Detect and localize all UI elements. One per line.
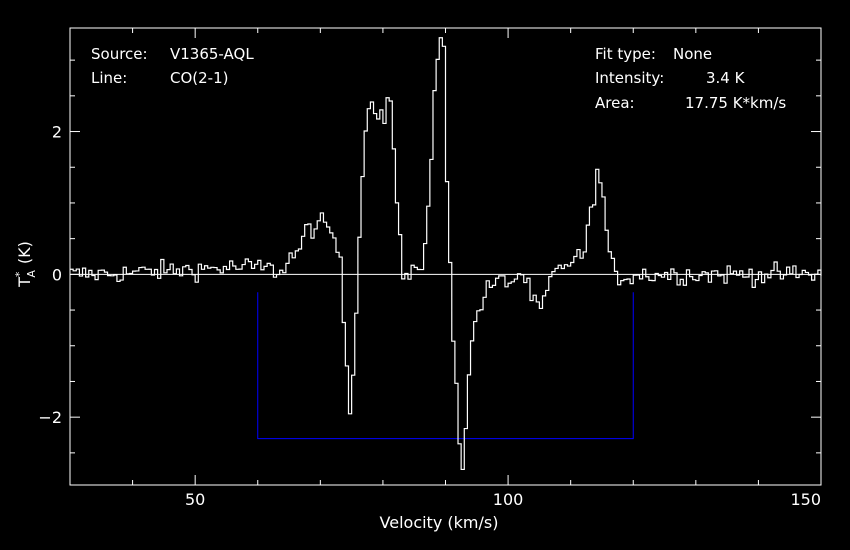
x-tick-label: 150 (790, 490, 821, 509)
info-panel-left: Source: V1365-AQL Line: CO(2-1) (91, 45, 254, 87)
intensity-label: Intensity: (595, 69, 664, 87)
area-label: Area: (595, 94, 635, 112)
baseline-window-group (257, 292, 634, 440)
tick-labels-group: 50 100 150 −2 0 2 (38, 123, 821, 509)
svg-text:T*A(K): T*A (K) (13, 241, 38, 288)
spectrum-trace (70, 37, 822, 471)
fit-type-value: None (673, 45, 712, 63)
source-label: Source: (91, 45, 148, 63)
fit-type-label: Fit type: (595, 45, 656, 63)
y-axis-label-unit: (K) (15, 241, 34, 264)
line-label: Line: (91, 69, 127, 87)
info-panel-right: Fit type: None Intensity: 3.4 K Area: 17… (595, 45, 786, 112)
source-value: V1365-AQL (170, 45, 254, 63)
x-tick-label: 100 (493, 490, 524, 509)
y-tick-label: 2 (52, 123, 62, 142)
line-value: CO(2-1) (170, 69, 228, 87)
intensity-value: 3.4 K (706, 69, 746, 87)
y-tick-label: −2 (38, 408, 62, 427)
y-axis-label-main: T (15, 277, 34, 288)
plot-frame (69, 27, 822, 486)
y-tick-label: 0 (52, 265, 62, 284)
y-axis-label-sup: * (13, 271, 26, 277)
y-axis-label-sub: A (25, 270, 38, 278)
x-tick-label: 50 (185, 490, 205, 509)
y-axis-label: T*A (K) (13, 241, 38, 288)
spectrum-trace-group (70, 37, 822, 471)
x-axis-label: Velocity (km/s) (380, 513, 499, 532)
baseline-window (257, 292, 634, 440)
area-value: 17.75 K*km/s (685, 94, 786, 112)
